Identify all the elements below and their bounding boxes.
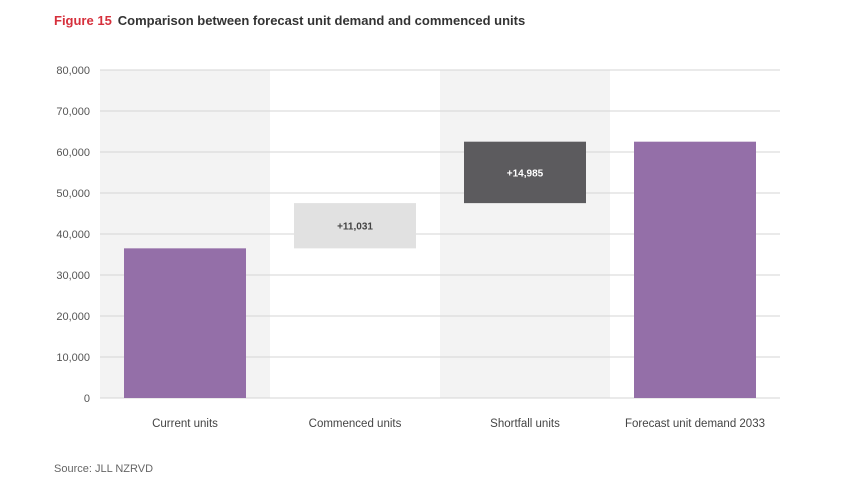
x-tick-label: Shortfall units [490, 418, 560, 430]
y-tick-label: 50,000 [56, 188, 90, 200]
source-note: Source: JLL NZRVD [54, 463, 154, 475]
data-label: +11,031 [337, 222, 373, 233]
y-tick-label: 20,000 [56, 311, 90, 323]
x-tick-label: Current units [152, 418, 218, 430]
data-label: +14,985 [507, 168, 544, 179]
y-tick-label: 30,000 [56, 270, 90, 282]
y-tick-label: 60,000 [56, 147, 90, 159]
chart-title: Figure 15 Comparison between forecast uni… [54, 13, 525, 28]
x-tick-label: Forecast unit demand 2033 [625, 418, 765, 430]
x-tick-label: Commenced units [309, 418, 402, 430]
bar [294, 203, 416, 249]
y-tick-label: 10,000 [56, 352, 90, 364]
y-tick-label: 40,000 [56, 229, 90, 241]
y-tick-label: 70,000 [56, 106, 90, 118]
bar [634, 141, 756, 399]
bar [124, 248, 246, 398]
figure-label: Figure 15 [54, 13, 112, 28]
y-tick-label: 0 [84, 393, 90, 405]
figure-title: Comparison between forecast unit demand … [117, 13, 526, 28]
bar [464, 141, 586, 204]
y-tick-label: 80,000 [56, 65, 90, 77]
